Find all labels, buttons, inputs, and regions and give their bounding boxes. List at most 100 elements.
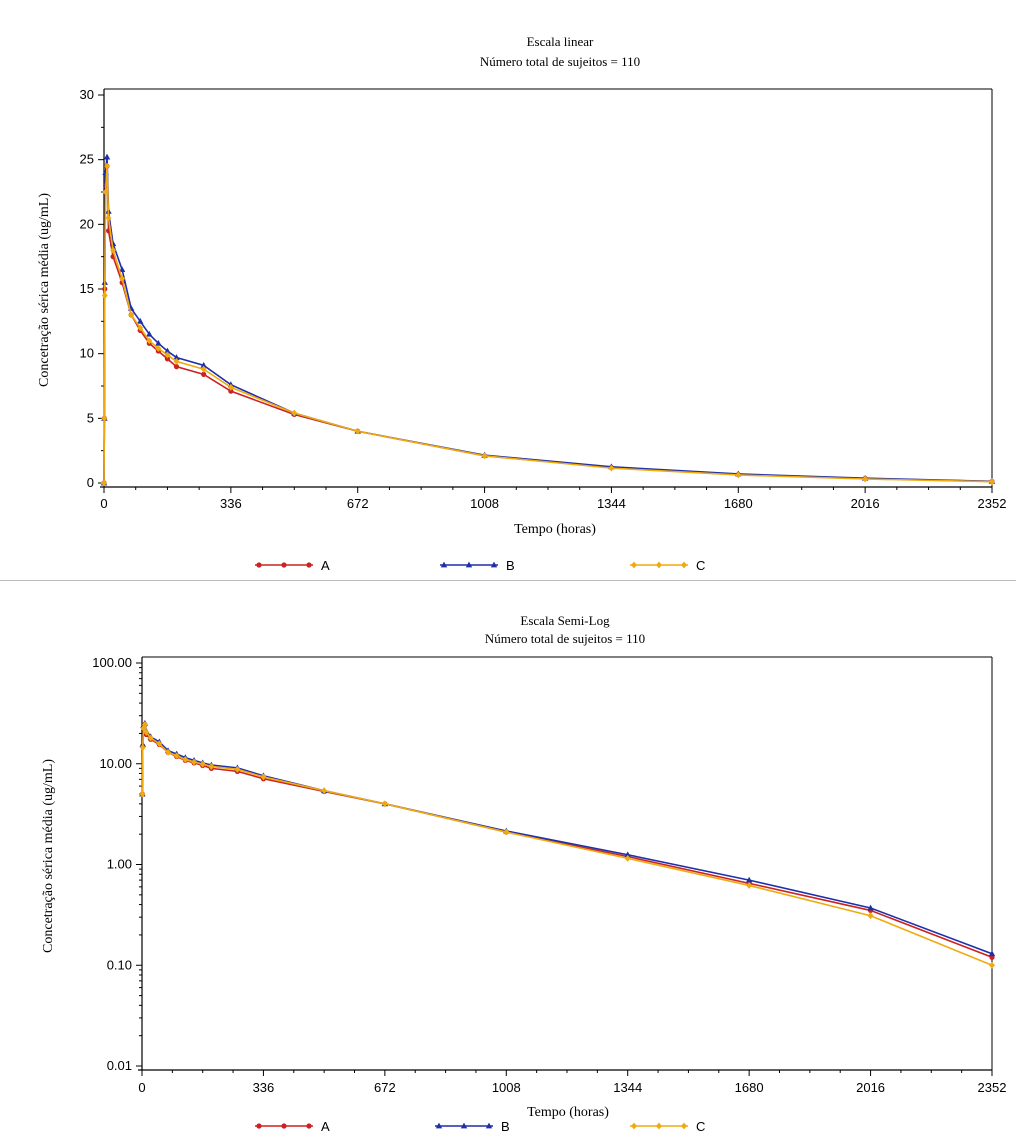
semilog-chart-panel: Escala Semi-Log Número total de sujeitos… bbox=[0, 580, 1016, 1147]
x-tick-label: 336 bbox=[220, 496, 242, 511]
data-point bbox=[164, 351, 171, 359]
x-axis-label: Tempo (horas) bbox=[527, 1105, 609, 1120]
data-point bbox=[164, 356, 171, 362]
series-line bbox=[141, 721, 993, 955]
legend-label: B bbox=[501, 1119, 510, 1134]
data-point bbox=[137, 317, 144, 324]
data-point bbox=[989, 961, 995, 969]
data-point bbox=[110, 246, 117, 254]
y-tick-label: 30 bbox=[80, 87, 94, 102]
data-point bbox=[173, 364, 180, 370]
series-C bbox=[139, 721, 995, 969]
y-axis-label: Concetração sérica média (ug/mL) bbox=[37, 193, 52, 387]
x-tick-label: 672 bbox=[347, 496, 369, 511]
data-point bbox=[105, 214, 112, 222]
x-tick-label: 0 bbox=[100, 496, 107, 511]
data-point bbox=[155, 345, 162, 352]
data-point bbox=[141, 721, 148, 728]
data-point bbox=[988, 950, 996, 957]
data-point bbox=[260, 773, 267, 781]
chart-title: Escala Semi-Log bbox=[520, 613, 610, 628]
data-point bbox=[104, 162, 111, 170]
data-point bbox=[735, 471, 742, 479]
data-point bbox=[208, 763, 215, 770]
data-point bbox=[862, 475, 869, 483]
legend-marker bbox=[656, 561, 662, 569]
data-point bbox=[381, 800, 388, 808]
legend-label: C bbox=[696, 558, 705, 573]
data-point bbox=[173, 752, 180, 760]
legend-marker bbox=[306, 1123, 312, 1129]
data-point bbox=[608, 464, 615, 472]
data-point bbox=[182, 756, 189, 763]
linear-chart-panel: Escala linear Número total de sujeitos =… bbox=[37, 34, 1007, 573]
data-point bbox=[227, 383, 234, 391]
legend-marker bbox=[256, 1123, 262, 1129]
legend-item-B: B bbox=[440, 558, 515, 573]
data-point bbox=[164, 347, 171, 354]
series-C bbox=[101, 162, 995, 487]
data-point bbox=[624, 854, 631, 862]
legend-item-A: A bbox=[255, 558, 330, 573]
legend-marker bbox=[485, 1122, 493, 1129]
y-tick-label: 100.00 bbox=[92, 655, 132, 670]
x-tick-label: 1680 bbox=[724, 496, 753, 511]
data-point bbox=[291, 409, 298, 417]
series-line bbox=[103, 166, 993, 484]
data-point bbox=[118, 266, 126, 272]
legend-marker bbox=[681, 561, 687, 569]
legend-marker bbox=[281, 1123, 287, 1129]
data-point bbox=[146, 330, 153, 337]
legend-marker bbox=[681, 1122, 687, 1130]
x-axis-label: Tempo (horas) bbox=[514, 522, 596, 537]
legend-label: B bbox=[506, 558, 515, 573]
y-tick-label: 10.00 bbox=[99, 756, 132, 771]
x-tick-label: 1344 bbox=[597, 496, 626, 511]
x-tick-label: 1680 bbox=[735, 1080, 764, 1095]
y-tick-label: 1.00 bbox=[107, 857, 132, 872]
y-tick-label: 10 bbox=[80, 346, 94, 361]
x-tick-label: 0 bbox=[138, 1080, 145, 1095]
legend-marker bbox=[440, 561, 448, 568]
series-B bbox=[139, 719, 996, 957]
data-point bbox=[102, 188, 109, 196]
y-tick-label: 25 bbox=[80, 152, 94, 167]
data-point bbox=[321, 787, 328, 795]
legend-item-B: B bbox=[435, 1119, 510, 1134]
data-point bbox=[624, 851, 631, 858]
data-point bbox=[867, 912, 874, 920]
data-point bbox=[139, 790, 146, 798]
axes: 0 336 672 1008 1344 1680 2016 2352 0.01 0.10 1.00 1… bbox=[92, 655, 1006, 1095]
data-point bbox=[746, 882, 753, 889]
data-point bbox=[101, 479, 107, 487]
data-point bbox=[745, 876, 753, 883]
series-line bbox=[103, 157, 993, 484]
x-tick-label: 2352 bbox=[978, 1080, 1007, 1095]
y-tick-label: 5 bbox=[87, 410, 94, 425]
x-tick-label: 2016 bbox=[851, 496, 880, 511]
legend-marker bbox=[460, 1122, 468, 1129]
axes: 0 336 672 1008 1344 1680 2016 2352 0 5 10 15 20 25 30 bbox=[80, 87, 1007, 511]
data-point bbox=[200, 361, 207, 368]
legend-item-C: C bbox=[630, 558, 705, 573]
data-point bbox=[173, 354, 180, 360]
y-axis-label: Concetração sérica média (ug/mL) bbox=[41, 759, 56, 953]
x-tick-label: 2016 bbox=[856, 1080, 885, 1095]
data-point bbox=[354, 427, 361, 435]
x-tick-label: 336 bbox=[253, 1080, 275, 1095]
legend-marker bbox=[631, 1122, 637, 1130]
data-point bbox=[146, 337, 153, 345]
y-tick-label: 0.01 bbox=[107, 1058, 132, 1073]
linear-chart: Escala linear Número total de sujeitos =… bbox=[37, 34, 1007, 573]
chart-title: Escala linear bbox=[527, 34, 594, 49]
x-tick-label: 2352 bbox=[978, 496, 1007, 511]
data-point bbox=[201, 371, 207, 377]
data-point bbox=[481, 452, 488, 460]
legend-marker bbox=[281, 562, 287, 568]
legend-label: A bbox=[321, 558, 330, 573]
data-point bbox=[119, 275, 126, 283]
y-tick-label: 0 bbox=[87, 475, 94, 490]
legend-marker bbox=[656, 1122, 662, 1130]
series-line bbox=[141, 721, 993, 959]
series-line bbox=[103, 166, 993, 484]
